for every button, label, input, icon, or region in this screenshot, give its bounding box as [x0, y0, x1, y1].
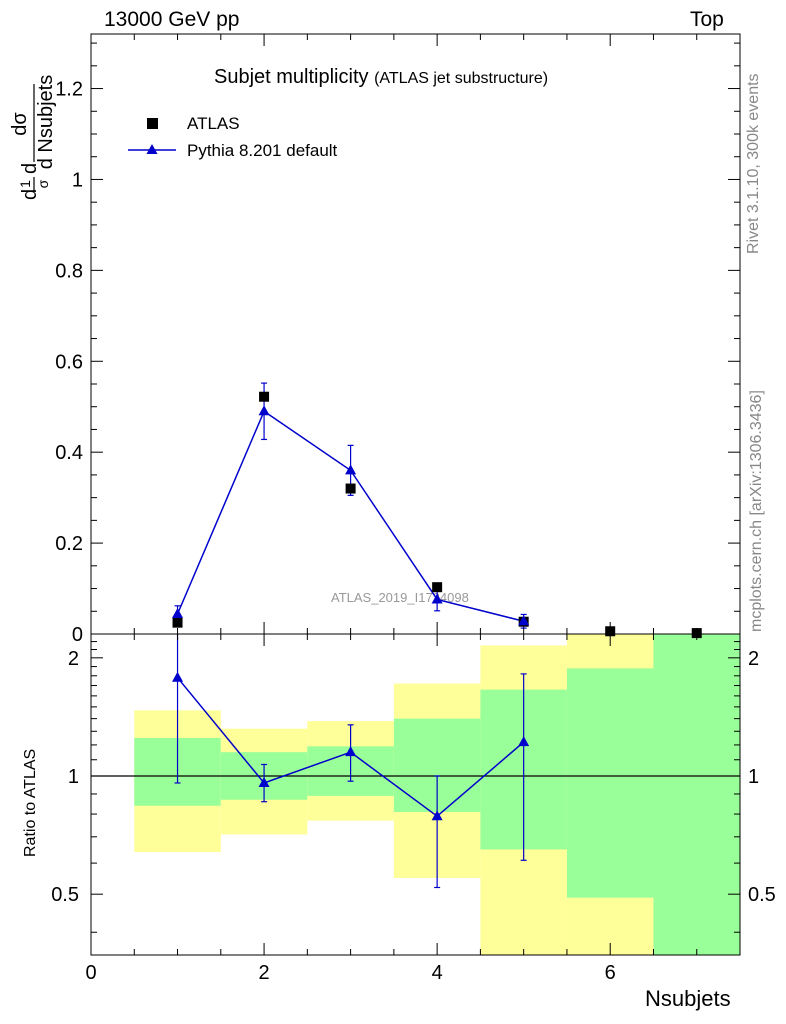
ylabel-d: d: [19, 189, 41, 200]
ylabel-sigma: σ: [35, 179, 51, 188]
ylabel-dsigma: dσ: [9, 112, 31, 136]
xtick-label-1: 2: [259, 962, 270, 984]
ylabel-one: 1: [17, 180, 33, 188]
ratio-mc-point-0: [172, 671, 184, 682]
ratio-mc-point-1: [258, 776, 270, 787]
band-inner-6: [653, 634, 740, 955]
band-inner-5: [566, 668, 654, 898]
main-ytick-label-0: 0: [72, 624, 83, 646]
xtick-label-2: 4: [432, 962, 443, 984]
ratio-ytick-label-left-0: 0.5: [51, 884, 79, 906]
ylabel-d2: d: [19, 163, 41, 174]
main-ylabel: d 1 σ d dσ d Nsubjets: [9, 75, 57, 200]
main-data-point-3: [432, 582, 443, 593]
legend-mc-label: Pythia 8.201 default: [187, 141, 338, 160]
legend-data-label: ATLAS: [187, 114, 240, 133]
xaxis-label: Nsubjets: [645, 986, 731, 1011]
ratio-layer: [91, 634, 740, 889]
main-mc-point-3: [431, 593, 443, 604]
main-mc-point-1: [258, 405, 270, 416]
main-data-point-1: [259, 391, 270, 402]
main-mc-point-4: [518, 615, 530, 626]
plot-title-main: Subjet multiplicity: [214, 66, 369, 88]
ratio-ytick-label-right-0: 0.5: [748, 884, 776, 906]
main-mc-line: [176, 410, 524, 622]
main-ytick-label-3: 0.6: [55, 351, 83, 373]
ratio-ytick-label-left-2: 2: [68, 648, 79, 670]
ylabel-dvar: d Nsubjets: [35, 75, 57, 170]
ratio-frame: [90, 633, 741, 956]
ratio-ytick-label-right-1: 1: [748, 766, 759, 788]
main-frame: [90, 33, 741, 635]
ratio-mc-point-2: [345, 746, 357, 757]
main-ytick-label-5: 1: [72, 169, 83, 191]
ratio-ytick-label-right-2: 2: [748, 648, 759, 670]
plot-title-sub: (ATLAS jet substructure): [374, 70, 549, 87]
plot-title: Subjet multiplicity (ATLAS jet substruct…: [214, 66, 548, 89]
ratio-mc-point-3: [431, 810, 443, 821]
process-label: Top: [690, 8, 724, 31]
main-mc-point-0: [172, 608, 184, 618]
axes-layer: 00.20.40.60.811.20 2 4 60.5 0.51 12 2: [51, 33, 776, 984]
energy-label: 13000 GeV pp: [104, 8, 240, 31]
main-ytick-label-1: 0.2: [55, 533, 83, 555]
main-ytick-label-4: 0.8: [55, 260, 83, 282]
main-layer: [172, 382, 702, 639]
main-data-point-2: [345, 483, 356, 494]
xtick-label-3: 6: [605, 962, 616, 984]
main-ytick-label-2: 0.4: [55, 442, 83, 464]
ratio-mc-point-4: [518, 736, 530, 747]
main-ytick-label-6: 1.2: [55, 79, 83, 101]
main-mc-point-2: [345, 464, 357, 475]
legend-mc-marker: [146, 144, 158, 154]
ratio-ytick-label-left-1: 1: [68, 766, 79, 788]
xtick-label-0: 0: [85, 962, 96, 984]
main-data-point-0: [172, 617, 183, 628]
legend-data-marker: [147, 118, 158, 129]
